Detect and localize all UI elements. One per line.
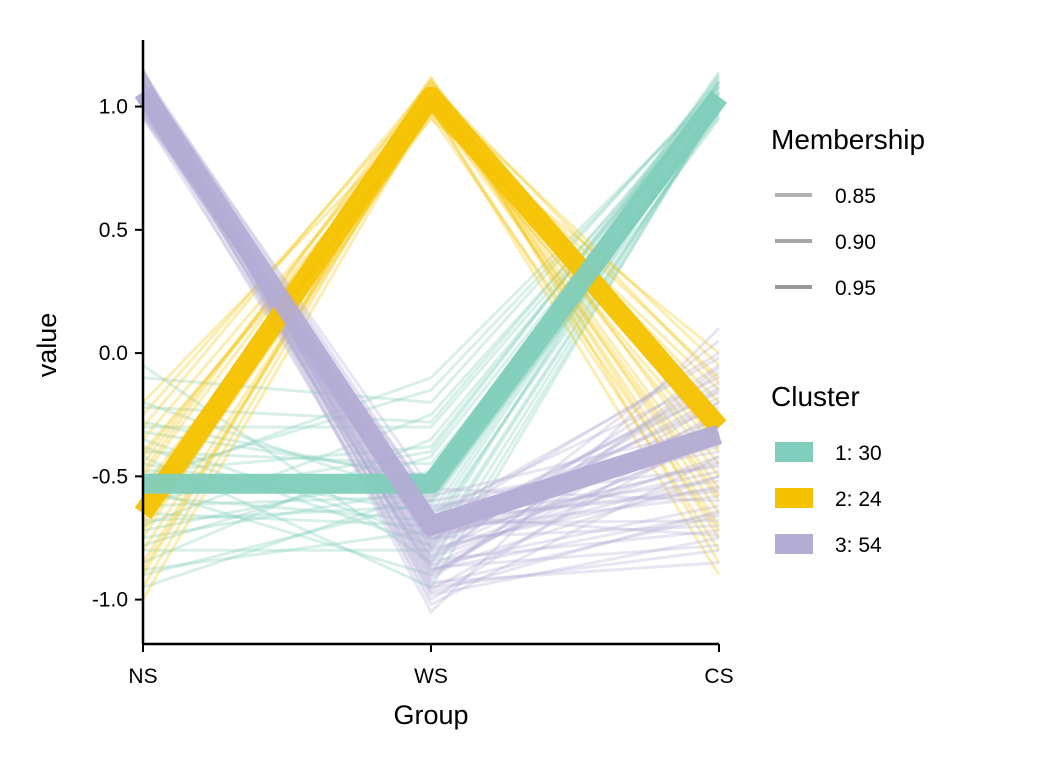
cluster-3-profile-line — [141, 73, 720, 508]
cluster-legend-title: Cluster — [771, 381, 860, 412]
x-tick-label: CS — [704, 665, 733, 688]
cluster-1-profile-line — [142, 105, 721, 565]
cluster-2-centroid-line — [134, 86, 727, 519]
cluster-key-swatch — [775, 442, 813, 462]
cluster-3-profile-line — [141, 103, 720, 572]
cluster-1-profile-line — [142, 105, 721, 577]
cluster-key-swatch — [775, 534, 813, 554]
cluster-3-profile-line — [141, 108, 720, 560]
membership-entry-label: 0.90 — [835, 231, 876, 254]
cluster-legend: Cluster 1: 30 2: 24 3: 54 — [771, 381, 882, 557]
cluster-3-centroid-line — [134, 86, 723, 536]
cluster-entry-label: 2: 24 — [835, 488, 882, 511]
cluster-1-profile-line — [142, 117, 721, 503]
cluster-1-profile-line — [143, 105, 721, 552]
y-ticks: -1.0 -0.5 0.0 0.5 1.0 — [92, 96, 143, 612]
cluster-2-profile-line — [141, 80, 721, 478]
cluster-1-profile-line — [142, 85, 721, 424]
cluster-1-centroid-line — [143, 90, 728, 494]
membership-entry-label: 0.85 — [835, 185, 876, 208]
cluster-key-swatch — [775, 488, 813, 508]
x-ticks: NS WS CS — [128, 644, 734, 688]
membership-legend: Membership 0.85 0.90 0.95 — [771, 124, 925, 300]
cluster-3-profile-line — [141, 105, 720, 572]
y-tick-label: 1.0 — [99, 96, 128, 119]
cluster-2-profile-line — [141, 114, 721, 532]
cluster-centroids — [134, 86, 728, 536]
cluster-1-profile-line — [142, 85, 721, 478]
x-axis-title: Group — [393, 700, 468, 730]
y-tick-label: 0.0 — [99, 342, 128, 365]
x-tick-label: NS — [128, 665, 157, 688]
membership-legend-title: Membership — [771, 124, 925, 155]
cluster-3-profile-line — [141, 105, 720, 594]
y-tick-label: -0.5 — [92, 465, 128, 488]
cluster-2-profile-line — [141, 117, 720, 453]
cluster-1-profile-line — [142, 100, 721, 589]
cluster-3-profile-line — [141, 91, 720, 602]
cluster-entry-label: 1: 30 — [835, 442, 882, 465]
y-axis-title: value — [32, 313, 62, 378]
membership-entry-label: 0.95 — [835, 277, 876, 300]
cluster-1-profile-line — [142, 90, 721, 564]
cluster-1-profile-line — [142, 83, 721, 473]
cluster-3-profile-line — [141, 93, 720, 587]
cluster-3-profile-line — [141, 115, 720, 570]
y-tick-label: -1.0 — [92, 589, 128, 612]
cluster-1-profile-line — [142, 88, 721, 483]
y-tick-label: 0.5 — [99, 219, 128, 242]
cluster-1-profile-line — [143, 93, 721, 429]
cluster-entry-label: 3: 54 — [835, 534, 882, 557]
x-tick-label: WS — [414, 665, 448, 688]
